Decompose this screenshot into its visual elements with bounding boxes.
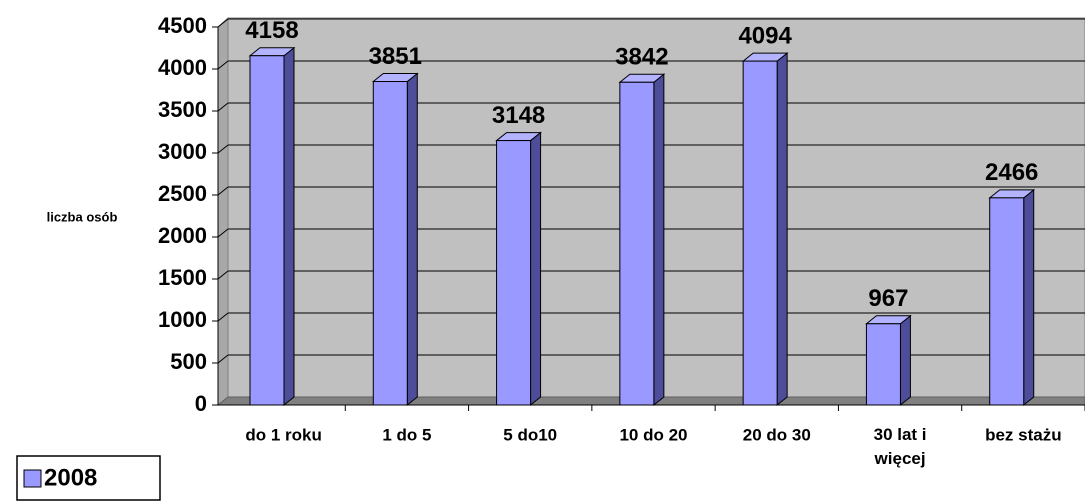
y-tick-label: 2500: [158, 181, 207, 206]
grid-line: [217, 354, 229, 364]
grid-line: [217, 186, 229, 196]
grid-line: [217, 60, 229, 70]
x-tick-label: 20 do 30: [743, 425, 811, 444]
bar-side: [776, 52, 788, 407]
value-label: 4158: [245, 17, 298, 44]
bar-side: [530, 131, 542, 407]
x-tick-label: do 1 roku: [245, 425, 322, 444]
y-tick-label: 4000: [158, 55, 207, 80]
bar-side: [899, 314, 911, 407]
value-label: 967: [868, 285, 908, 312]
bar: [742, 60, 778, 406]
bar: [249, 55, 285, 406]
y-tick-label: 4500: [158, 13, 207, 38]
grid-line: [217, 312, 229, 322]
y-tick-label: 1000: [158, 307, 207, 332]
y-tick-label: 3000: [158, 139, 207, 164]
grid-line: [217, 102, 229, 112]
bar: [865, 323, 901, 406]
value-label: 3851: [369, 43, 422, 70]
bar-side: [1023, 188, 1035, 407]
grid-line: [217, 18, 229, 28]
x-tick-label: bez stażu: [985, 425, 1062, 444]
value-label: 3842: [615, 44, 668, 71]
bar-side: [406, 72, 418, 407]
legend-swatch: [23, 469, 42, 488]
bar: [372, 81, 408, 406]
value-label: 4094: [738, 22, 792, 49]
y-axis-label: liczba osób: [47, 209, 118, 224]
bar: [496, 140, 532, 406]
x-tick-label: 30 lat i więcej: [874, 425, 927, 468]
bar: [989, 197, 1025, 406]
value-label: 2466: [985, 159, 1038, 186]
bar-side: [653, 73, 665, 407]
y-tick-label: 500: [170, 349, 207, 374]
grid-line: [217, 228, 229, 238]
legend-label: 2008: [44, 464, 97, 491]
x-tick-label: 1 do 5: [382, 425, 431, 444]
x-tick-label: 10 do 20: [619, 425, 687, 444]
bar: [619, 81, 655, 406]
bar-side: [283, 46, 295, 407]
y-tick-label: 2000: [158, 223, 207, 248]
x-tick-label: 5 do10: [503, 425, 557, 444]
grid-line: [217, 270, 229, 280]
value-label: 3148: [492, 102, 545, 129]
y-tick-label: 0: [195, 391, 207, 416]
y-tick-label: 1500: [158, 265, 207, 290]
grid-line: [217, 144, 229, 154]
side-wall: [217, 16, 229, 407]
y-tick-label: 3500: [158, 97, 207, 122]
